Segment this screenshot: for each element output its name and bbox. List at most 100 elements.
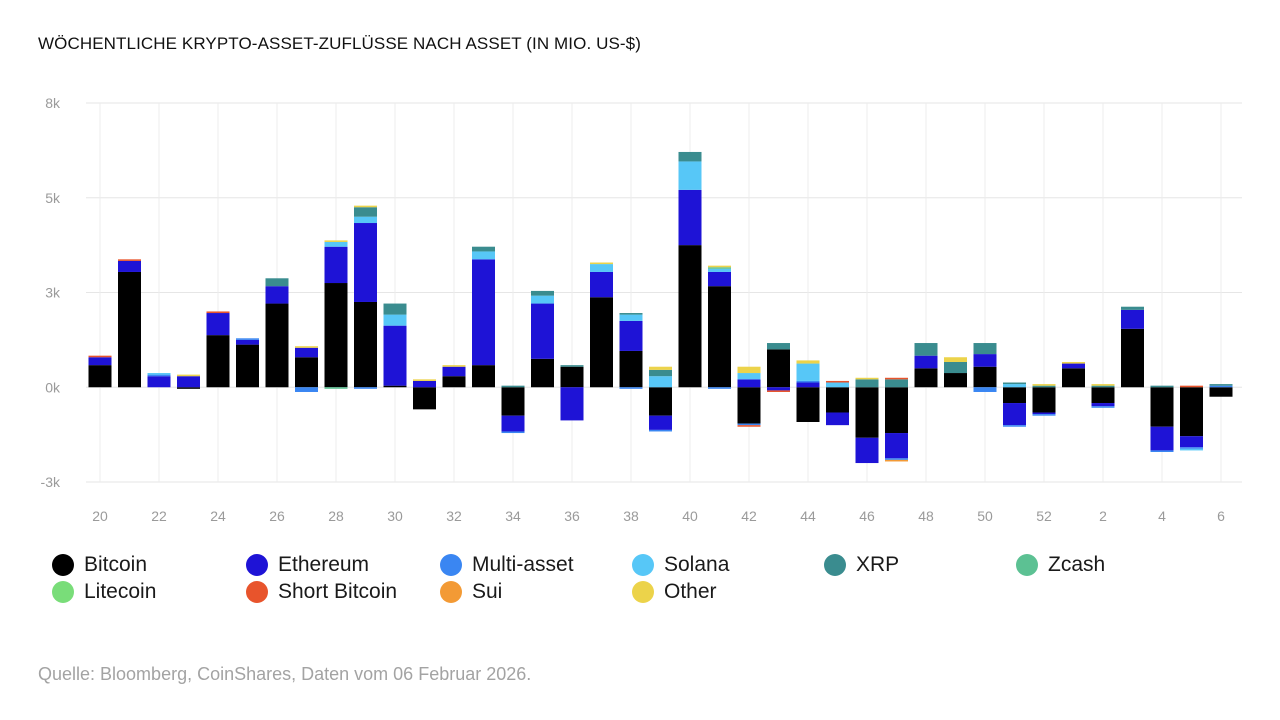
bar-week-30 [383, 303, 407, 388]
bar-week-46 [855, 377, 879, 464]
bar-segment-other [737, 366, 761, 374]
legend-item-other: Other [632, 580, 717, 604]
bar-segment-bitcoin [737, 387, 761, 424]
bar-segment-short-bitcoin [88, 355, 112, 358]
y-tick-label: 5k [45, 190, 61, 206]
x-tick-label: 48 [918, 508, 934, 524]
legend-item-ethereum: Ethereum [246, 553, 369, 577]
bar-segment-xrp [973, 343, 997, 355]
bar-segment-xrp [649, 369, 672, 377]
bar-week-29 [354, 205, 377, 389]
bar-week-49 [944, 357, 967, 388]
bar-segment-xrp [1209, 384, 1233, 386]
x-tick-label: 4 [1158, 508, 1166, 524]
bar-segment-solana [1003, 384, 1026, 388]
bar-segment-multi-asset [1091, 406, 1115, 408]
bar-segment-bitcoin [885, 387, 908, 434]
x-tick-label: 34 [505, 508, 521, 524]
bar-segment-multi-asset [1209, 385, 1233, 388]
bar-segment-bitcoin [914, 368, 938, 388]
bar-segment-bitcoin [442, 376, 466, 388]
bar-segment-multi-asset [885, 458, 908, 460]
legend-swatch [246, 581, 268, 603]
bar-segment-xrp [383, 303, 407, 315]
bar-week-34 [501, 385, 525, 434]
bar-segment-ethereum [118, 260, 141, 272]
bar-segment-solana [354, 216, 377, 224]
legend-label: Sui [472, 580, 503, 603]
x-tick-label: 38 [623, 508, 639, 524]
bar-segment-xrp [1003, 382, 1026, 385]
bar-segment-ethereum [767, 387, 790, 391]
bar-segment-other [177, 374, 200, 377]
bar-segment-other [944, 357, 967, 362]
bar-segment-ethereum [177, 376, 200, 388]
bar-segment-xrp [619, 313, 643, 315]
bar-segment-bitcoin [973, 366, 997, 388]
y-tick-label: 3k [45, 285, 61, 301]
bar-week-32 [442, 365, 466, 388]
bar-segment-bitcoin [826, 387, 849, 413]
bar-segment-multi-asset [737, 423, 761, 426]
bar-segment-xrp [354, 207, 377, 217]
bar-week-23 [177, 374, 200, 389]
bar-segment-ethereum [501, 415, 525, 432]
bar-week-6 [1209, 384, 1233, 397]
bars [88, 151, 1233, 464]
legend-item-multi-asset: Multi-asset [440, 553, 574, 577]
x-tick-label: 28 [328, 508, 344, 524]
bar-segment-other [295, 346, 318, 348]
bar-segment-ethereum [147, 376, 171, 388]
bar-segment-solana [472, 251, 495, 260]
bar-segment-xrp [531, 290, 554, 296]
bar-week-25 [236, 338, 259, 388]
legend-item-solana: Solana [632, 553, 729, 577]
bar-week-41 [708, 265, 731, 389]
bar-segment-xrp [885, 379, 908, 388]
bar-segment-ethereum [914, 355, 938, 369]
x-tick-label: 6 [1217, 508, 1225, 524]
bar-week-52 [1032, 384, 1056, 416]
bar-week-39 [649, 366, 672, 432]
bar-segment-solana [619, 314, 643, 321]
bar-segment-multi-asset [1150, 450, 1174, 452]
bar-segment-other [354, 205, 377, 208]
bar-segment-ethereum [324, 246, 348, 284]
bar-segment-bitcoin [501, 387, 525, 416]
bar-segment-zcash [708, 267, 731, 269]
bar-segment-multi-asset [236, 338, 259, 340]
bar-segment-bitcoin [708, 286, 731, 388]
bar-segment-xrp [767, 343, 790, 350]
bar-segment-multi-asset [1180, 447, 1203, 449]
bar-segment-other [442, 365, 466, 367]
bar-segment-ethereum [206, 313, 230, 336]
bar-segment-solana [590, 264, 613, 272]
legend-label: Bitcoin [84, 553, 148, 576]
bar-segment-bitcoin [206, 335, 230, 388]
bar-segment-short-bitcoin [826, 380, 849, 383]
bar-segment-ethereum [442, 366, 466, 377]
legend-item-litecoin: Litecoin [52, 580, 156, 604]
bar-segment-other [590, 262, 613, 265]
bar-week-47 [885, 377, 908, 462]
bar-segment-other [1062, 361, 1085, 364]
bar-segment-solana [826, 382, 849, 388]
legend-swatch [52, 581, 74, 603]
bar-segment-bitcoin [88, 365, 112, 388]
legend-item-xrp: XRP [824, 553, 899, 577]
bar-segment-ethereum [1032, 412, 1056, 415]
bar-segment-ethereum [1003, 403, 1026, 426]
legend-swatch [246, 554, 268, 576]
bar-segment-ethereum [1150, 426, 1174, 451]
x-tick-label: 46 [859, 508, 875, 524]
bar-segment-multi-asset [147, 374, 171, 377]
bar-segment-bitcoin [590, 297, 613, 388]
source-note: Quelle: Bloomberg, CoinShares, Daten vom… [38, 664, 532, 684]
bar-week-42 [737, 366, 761, 427]
bar-segment-multi-asset [1003, 425, 1026, 427]
bar-segment-multi-asset [1032, 414, 1056, 416]
legend-label: XRP [856, 553, 900, 576]
bar-segment-bitcoin [265, 303, 289, 388]
bar-segment-ethereum [265, 286, 289, 304]
bar-segment-multi-asset [973, 387, 997, 392]
